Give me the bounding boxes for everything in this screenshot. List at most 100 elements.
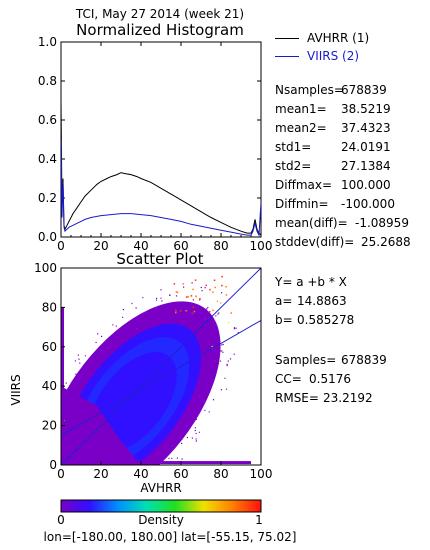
density-speckle <box>225 388 228 390</box>
density-speckle <box>216 324 218 326</box>
density-speckle <box>216 357 219 359</box>
stat-row: Diffmin= -100.000 <box>275 196 395 212</box>
regression-samples-value: 678839 <box>341 353 387 367</box>
density-speckle-warm <box>225 294 228 296</box>
density-speckle-warm <box>185 310 188 312</box>
density-speckle <box>221 292 223 294</box>
density-speckle <box>29 472 30 473</box>
density-speckle <box>110 336 112 338</box>
density-speckle <box>59 495 60 496</box>
scatter-fit-lines <box>61 268 261 465</box>
density-speckle <box>192 299 194 301</box>
density-speckle <box>156 467 157 468</box>
density-speckle <box>36 485 37 486</box>
histogram-panel: Normalized Histogram 0 20 40 60 80 1000.00.20… <box>38 21 273 253</box>
density-speckle <box>73 513 74 514</box>
density-speckle <box>63 419 65 422</box>
density-speckle <box>212 399 215 401</box>
density-speckle <box>109 513 110 514</box>
density-speckle <box>146 463 148 465</box>
density-speckle <box>71 486 72 487</box>
regression-a-value: 14.8863 <box>297 294 347 308</box>
density-speckle <box>184 310 186 312</box>
density-speckle <box>45 462 46 463</box>
density-speckle-warm <box>225 286 227 288</box>
legend-label-viirs: VIIRS (2) <box>307 49 360 63</box>
density-speckle <box>63 408 66 410</box>
density-speckle <box>168 457 170 459</box>
regression-b-value: 0.585278 <box>297 313 355 327</box>
density-speckle <box>199 299 201 301</box>
density-speckle <box>52 477 53 478</box>
density-speckle <box>105 489 106 490</box>
density-speckle <box>168 453 170 455</box>
density-speckle <box>187 427 189 429</box>
density-speckle <box>46 476 47 477</box>
scatter-xtick-label: 40 <box>133 467 148 481</box>
density-speckle <box>159 315 161 317</box>
density-level <box>89 352 177 452</box>
density-speckle <box>185 425 188 427</box>
density-speckle <box>156 297 158 299</box>
scatter-xtick-label: 80 <box>213 467 228 481</box>
density-speckle <box>46 453 47 454</box>
stat-value: 100.000 <box>341 178 391 192</box>
density-speckle-warm <box>230 312 232 314</box>
density-speckle <box>106 494 107 495</box>
density-speckle <box>201 290 203 292</box>
histogram-series <box>61 100 261 237</box>
density-speckle <box>133 485 134 486</box>
density-speckle <box>212 377 215 379</box>
stat-row: Nsamples= 678839 <box>275 82 387 98</box>
density-speckle <box>77 354 79 356</box>
stat-value: 37.4323 <box>341 121 391 135</box>
density-speckle <box>195 440 197 442</box>
density-speckle-warm <box>187 296 189 298</box>
hist-ytick-label: 0.4 <box>38 152 57 166</box>
density-speckle <box>233 327 235 329</box>
density-speckle <box>156 309 158 311</box>
density-speckle <box>216 300 218 302</box>
density-speckle <box>116 485 117 486</box>
regression-line <box>61 319 261 437</box>
density-speckle <box>215 327 217 329</box>
density-speckle <box>207 307 209 309</box>
density-speckle <box>129 486 130 487</box>
density-speckle <box>84 355 86 357</box>
density-speckle <box>66 489 67 490</box>
stat-label: Diffmax= <box>275 178 333 192</box>
density-speckle <box>54 452 55 453</box>
density-speckle <box>176 457 178 459</box>
density-speckle-warm <box>209 288 211 291</box>
density-speckle <box>194 429 196 432</box>
density-speckle <box>66 517 67 518</box>
density-speckle <box>218 345 220 347</box>
density-speckle <box>35 471 36 472</box>
scatter-xtick-label: 20 <box>93 467 108 481</box>
hist-xtick-label: 60 <box>173 239 188 253</box>
scatter-xtick-label: 0 <box>57 467 65 481</box>
regression-rmse-value: 23.2192 <box>323 391 373 405</box>
density-speckle <box>74 360 76 362</box>
regression-cc-label: CC= <box>275 372 302 386</box>
density-speckle <box>217 313 219 315</box>
stat-label: Diffmin= <box>275 197 329 211</box>
density-speckle <box>111 492 112 493</box>
density-speckle <box>200 286 202 289</box>
legend-swatch-viirs <box>275 56 299 57</box>
stat-row: std2= 27.1384 <box>275 158 391 174</box>
density-speckle <box>194 427 196 429</box>
density-speckle <box>46 460 47 461</box>
density-speckle <box>221 350 223 352</box>
stat-value: 678839 <box>341 83 387 97</box>
density-speckle <box>172 449 174 451</box>
density-speckle <box>38 467 39 468</box>
density-speckle <box>227 360 229 362</box>
density-speckle-warm <box>175 310 177 312</box>
stat-label: std1= <box>275 140 312 154</box>
density-speckle-warm <box>190 295 193 297</box>
density-speckle-warm <box>193 310 196 313</box>
stat-row: mean2= 37.4323 <box>275 120 391 136</box>
density-speckle <box>37 439 38 440</box>
